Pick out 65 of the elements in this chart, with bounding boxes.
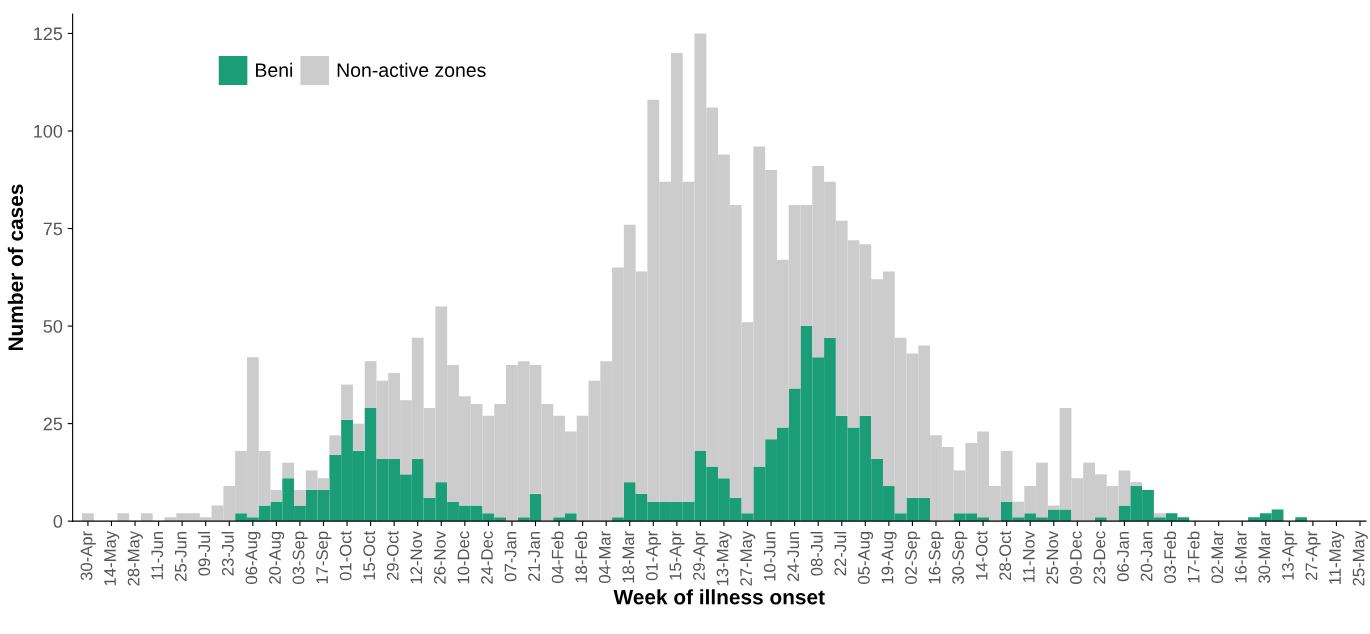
y-tick-label: 0 [53, 515, 63, 528]
x-tick-label: 24-Dec [481, 531, 493, 584]
x-tick-label: 02-Sep [905, 531, 921, 584]
x-tick-label: 18-Feb [574, 531, 588, 583]
x-tick-label: 06-Jan [1117, 531, 1129, 582]
x-tick-label: 27-May [740, 530, 756, 586]
x-tick-label: 21-Jan [528, 531, 540, 581]
y-tick-label: 50 [43, 320, 63, 333]
y-tick-label: 75 [43, 222, 63, 236]
x-tick-label: 12-Nov [410, 530, 423, 584]
x-tick-label: 27-Apr [1305, 531, 1321, 581]
x-tick-label: 29-Apr [693, 531, 709, 581]
x-tick-label: 03-Feb [1163, 531, 1177, 584]
x-tick-label: 18-Mar [622, 531, 635, 583]
x-tick-label: 10-Jun [763, 531, 776, 581]
x-tick-label: 23-Dec [1093, 531, 1106, 584]
x-tick-label: 30-Mar [1258, 531, 1271, 584]
legend-label: Beni [256, 62, 293, 78]
x-tick-label: 13-Apr [1282, 531, 1298, 580]
x-tick-label: 01-Oct [339, 530, 352, 581]
x-tick-label: 01-Apr [645, 531, 662, 581]
x-tick-label: 17-Feb [1187, 531, 1200, 583]
x-tick-label: 26-Nov [433, 530, 446, 584]
x-tick-label: 04-Feb [551, 531, 564, 584]
y-axis-title: Number of cases [7, 184, 24, 351]
x-tick-label: 07-Jan [504, 531, 517, 582]
x-tick-label: 30-Sep [952, 531, 968, 584]
y-tick-label: 125 [34, 27, 63, 41]
x-tick-label: 24-Jun [787, 531, 800, 581]
x-tick-label: 23-Jul [221, 531, 234, 576]
x-tick-label: 25-May [1352, 530, 1368, 586]
x-tick-label: 15-Oct [363, 530, 376, 580]
x-tick-label: 20-Aug [269, 531, 285, 584]
x-tick-label: 22-Jul [833, 531, 847, 576]
x-tick-label: 13-May [716, 530, 732, 586]
x-tick-label: 20-Jan [1140, 531, 1153, 581]
x-tick-label: 19-Aug [881, 531, 897, 584]
x-tick-label: 28-May [127, 530, 143, 586]
legend-label: Non-active zones [337, 62, 486, 78]
x-tick-label: 02-Mar [1211, 531, 1224, 584]
x-tick-label: 30-Apr [80, 531, 96, 581]
x-axis-title: Week of illness onset [613, 589, 825, 605]
x-tick-label: 25-Nov [1046, 530, 1059, 584]
x-tick-label: 03-Sep [292, 531, 308, 584]
x-tick-label: 06-Aug [245, 531, 261, 584]
x-tick-label: 11-Nov [1023, 530, 1035, 583]
x-tick-label: 09-Dec [1069, 531, 1082, 584]
x-tick-label: 09-Jul [197, 531, 211, 576]
x-tick-label: 17-Sep [316, 531, 332, 584]
x-tick-label: 04-Mar [598, 531, 611, 584]
x-tick-label: 05-Aug [857, 531, 874, 584]
y-tick-label: 100 [34, 124, 63, 138]
x-tick-label: 15-Apr [669, 531, 685, 580]
x-tick-label: 11-Jun [151, 531, 164, 580]
x-tick-label: 29-Oct [386, 530, 399, 581]
x-tick-label: 10-Dec [457, 531, 470, 584]
x-tick-label: 16-Sep [928, 531, 944, 584]
x-tick-label: 25-Jun [174, 531, 187, 581]
x-tick-label: 14-Oct [975, 530, 988, 580]
x-tick-label: 08-Jul [810, 531, 823, 576]
x-tick-label: 28-Oct [999, 530, 1012, 581]
x-tick-label: 14-May [104, 530, 120, 586]
y-tick-label: 25 [43, 417, 63, 431]
x-tick-label: 11-May [1329, 530, 1345, 584]
x-tick-label: 16-Mar [1234, 531, 1247, 583]
